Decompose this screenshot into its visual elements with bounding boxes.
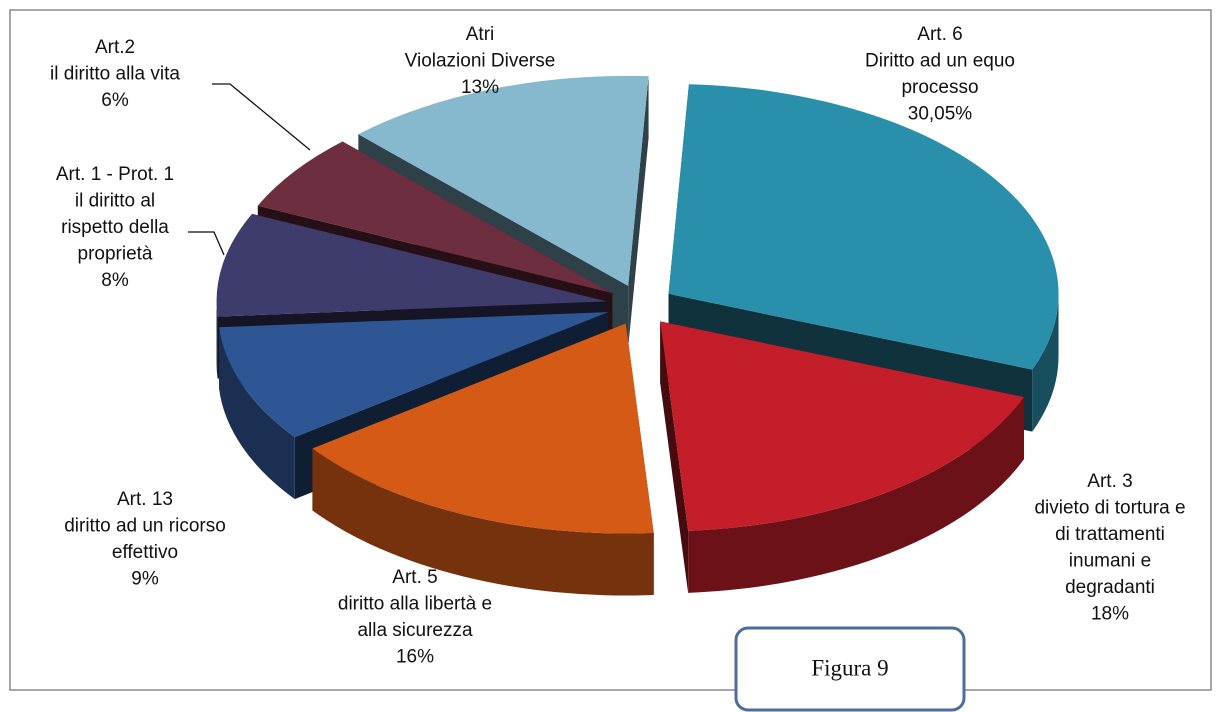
slice	[660, 321, 1025, 593]
slice-top	[668, 84, 1059, 370]
slice-label: proprietà	[78, 244, 153, 265]
slice-label: inumani e	[1069, 551, 1151, 572]
slice-label: Violazioni Diverse	[405, 51, 556, 72]
slice-label: diritto ad un ricorso	[64, 516, 226, 537]
caption: Figura 9	[811, 655, 888, 680]
slice-label: Art. 1 - Prot. 1	[56, 164, 174, 185]
slice-wall	[688, 397, 1025, 593]
value-label: 13%	[461, 77, 499, 98]
value-label: 9%	[131, 569, 159, 590]
slice-side	[628, 76, 649, 348]
value-label: 30,05%	[908, 104, 973, 125]
slice-top	[216, 213, 607, 317]
slice-label: degradanti	[1065, 577, 1155, 598]
value-label: 18%	[1091, 604, 1129, 625]
value-label: 6%	[101, 90, 129, 111]
slice-top	[257, 141, 613, 294]
slice-top	[358, 75, 649, 286]
slice	[312, 323, 654, 596]
slice-label: rispetto della	[61, 217, 169, 238]
slice-label: Art. 3	[1087, 471, 1132, 492]
pie	[216, 75, 1059, 596]
slice-top	[312, 323, 654, 534]
slice-label: Diritto ad un equo	[865, 51, 1015, 72]
value-label: 16%	[396, 647, 434, 668]
slice-label: Art. 5	[392, 567, 437, 588]
value-label: 8%	[101, 270, 129, 291]
slice-label: alla sicurezza	[357, 620, 473, 641]
slice-wall	[216, 301, 218, 379]
slice-wall	[1032, 293, 1059, 432]
labels: Art. 6 Diritto ad un equo processo 30,05% Ar…	[50, 24, 1185, 668]
slice-label: effettivo	[112, 542, 178, 563]
slice-wall	[312, 448, 654, 596]
slice-label: Art. 13	[117, 489, 173, 510]
slice-label: di trattamenti	[1055, 524, 1165, 545]
leader-line	[188, 231, 225, 256]
slice-label: il diritto al	[75, 191, 155, 212]
slice-label: diritto alla libertà e	[338, 594, 492, 615]
slice-top	[219, 312, 609, 438]
slice-top	[660, 321, 1025, 531]
slice-wall	[219, 327, 295, 500]
caption-box	[734, 626, 966, 712]
leader-line	[212, 83, 311, 151]
slice-label: divieto di tortura e	[1034, 498, 1185, 519]
slice-label: processo	[901, 77, 978, 98]
slice-side	[660, 321, 689, 593]
slice-label: Art.2	[95, 37, 135, 58]
slice-label: Art. 6	[917, 24, 962, 45]
slice-label: il diritto alla vita	[50, 64, 180, 85]
slice-label: Atri	[466, 24, 495, 45]
